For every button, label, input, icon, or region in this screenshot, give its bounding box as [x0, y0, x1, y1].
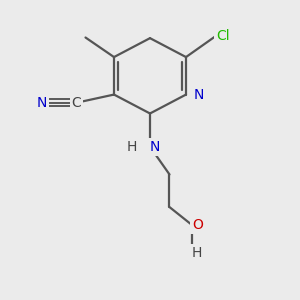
Text: H: H [126, 140, 136, 154]
Text: H: H [192, 246, 202, 260]
Text: N: N [150, 140, 160, 154]
Text: N: N [37, 96, 47, 110]
Text: N: N [194, 88, 204, 102]
Text: H: H [192, 246, 202, 260]
Text: N: N [37, 96, 47, 110]
Text: N: N [150, 140, 160, 154]
Text: O: O [192, 218, 203, 232]
Text: C: C [72, 96, 81, 110]
Text: C: C [72, 96, 81, 110]
Text: Cl: Cl [216, 29, 230, 43]
Text: O: O [192, 218, 203, 232]
Text: N: N [194, 88, 204, 102]
Text: H: H [126, 140, 136, 154]
Text: Cl: Cl [216, 29, 230, 43]
